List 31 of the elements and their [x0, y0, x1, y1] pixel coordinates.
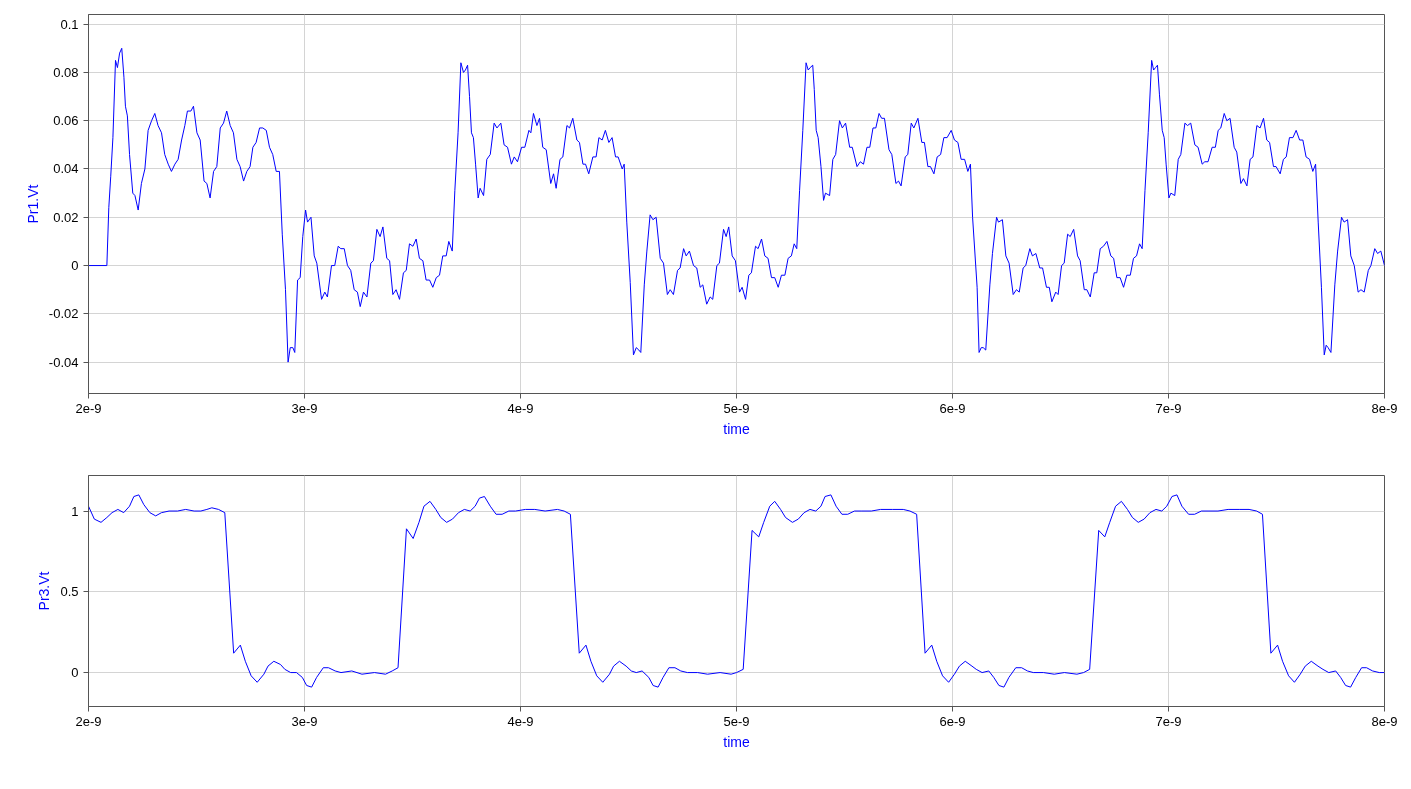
x-tick-label: 3e-9: [291, 400, 318, 416]
x-tick-label: 5e-9: [723, 713, 750, 729]
y-tick-label: 0.5: [60, 584, 79, 600]
line-series: [88, 494, 1385, 688]
x-tick-label: 3e-9: [291, 713, 318, 729]
y-tick-label: 0.06: [53, 113, 79, 129]
x-tick-label: 2e-9: [75, 400, 102, 416]
line-series: [88, 47, 1385, 363]
y-tick-label: 0.08: [53, 64, 79, 80]
x-tick-label: 4e-9: [507, 400, 534, 416]
x-tick-label: 6e-9: [939, 400, 966, 416]
x-axis-title: time: [723, 420, 750, 437]
y-tick-label: -0.04: [48, 354, 79, 370]
y-tick-label: 1: [71, 503, 79, 519]
y-tick-label: -0.02: [48, 306, 79, 322]
x-tick-label: 7e-9: [1155, 400, 1182, 416]
y-tick-label: 0.02: [53, 209, 79, 225]
y-tick-label: 0: [71, 665, 79, 681]
x-tick-label: 4e-9: [507, 713, 534, 729]
x-tick-label: 8e-9: [1371, 400, 1398, 416]
x-tick-label: 8e-9: [1371, 713, 1398, 729]
x-axis-title: time: [723, 733, 750, 750]
x-tick-label: 7e-9: [1155, 713, 1182, 729]
x-tick-label: 2e-9: [75, 713, 102, 729]
y-tick-label: 0.04: [53, 161, 79, 177]
x-tick-label: 6e-9: [939, 713, 966, 729]
y-axis-title: Pr3.Vt: [36, 571, 53, 611]
y-tick-label: 0.1: [60, 16, 79, 32]
y-tick-label: 0: [71, 258, 79, 274]
y-axis-title: Pr1.Vt: [24, 184, 41, 224]
x-tick-label: 5e-9: [723, 400, 750, 416]
